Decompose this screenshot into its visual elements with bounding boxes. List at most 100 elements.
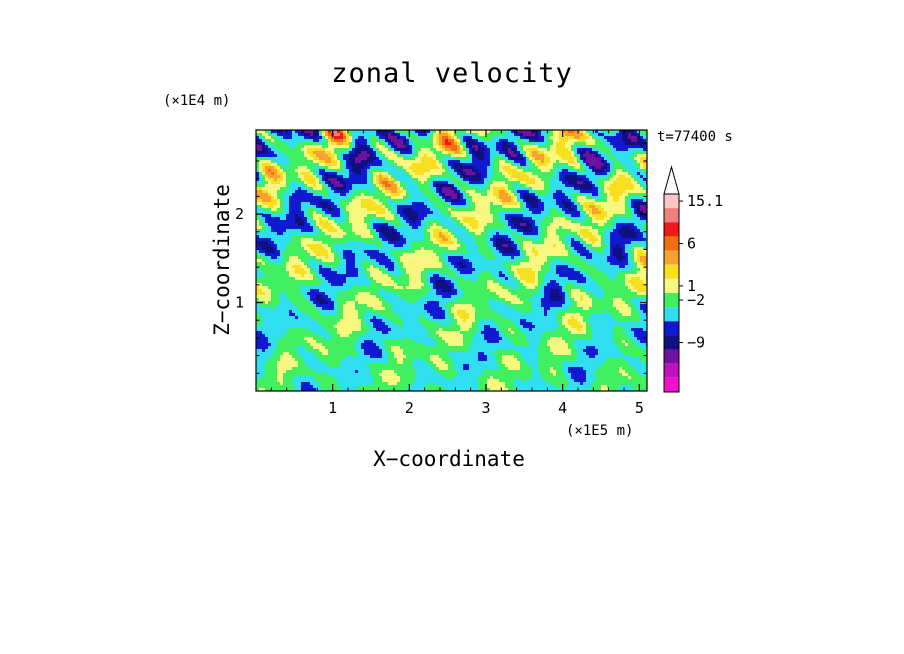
contour-cell [346,307,350,311]
contour-cell [277,196,281,200]
contour-cell [292,358,296,362]
contour-cell [340,187,344,191]
contour-cell [358,256,362,260]
contour-cell [421,217,425,221]
contour-cell [403,133,407,137]
contour-cell [274,250,278,254]
contour-cell [424,181,428,185]
contour-cell [328,283,332,287]
contour-cell [391,316,395,320]
contour-cell [412,169,416,173]
contour-cell [364,334,368,338]
contour-cell [349,172,353,176]
contour-cell [331,283,335,287]
contour-cell [268,148,272,152]
contour-cell [370,181,374,185]
contour-cell [421,241,425,245]
contour-cell [388,262,392,266]
contour-cell [310,367,314,371]
contour-cell [301,271,305,275]
contour-cell [328,307,332,311]
contour-cell [295,298,299,302]
contour-cell [319,301,323,305]
contour-cell [394,346,398,350]
contour-cell [421,358,425,362]
contour-cell [268,331,272,335]
contour-cell [409,187,413,191]
contour-cell [379,169,383,173]
contour-cell [298,379,302,383]
contour-cell [403,316,407,320]
contour-cell [412,172,416,176]
contour-cell [397,232,401,236]
contour-cell [355,370,359,374]
contour-cell [367,208,371,212]
contour-cell [307,328,311,332]
contour-cell [409,349,413,353]
contour-cell [283,301,287,305]
contour-cell [313,220,317,224]
contour-cell [406,352,410,356]
contour-cell [268,379,272,383]
contour-cell [337,301,341,305]
contour-cell [388,169,392,173]
contour-cell [418,262,422,266]
contour-cell [379,226,383,230]
contour-cell [295,292,299,296]
contour-cell [376,154,380,158]
contour-cell [400,364,404,368]
contour-cell [424,160,428,164]
contour-cell [343,304,347,308]
contour-cell [334,196,338,200]
contour-cell [262,262,266,266]
contour-cell [391,211,395,215]
contour-cell [406,133,410,137]
contour-cell [313,352,317,356]
contour-cell [325,328,329,332]
contour-cell [373,259,377,263]
contour-cell [382,208,386,212]
contour-cell [301,148,305,152]
contour-cell [388,193,392,197]
contour-cell [382,190,386,194]
contour-cell [340,259,344,263]
contour-cell [412,316,416,320]
contour-cell [331,139,335,143]
contour-cell [322,331,326,335]
contour-cell [292,184,296,188]
contour-cell [319,232,323,236]
contour-cell [340,220,344,224]
contour-cell [328,328,332,332]
contour-cell [298,130,302,134]
contour-cell [334,307,338,311]
contour-cell [403,385,407,389]
contour-cell [400,310,404,314]
contour-cell [259,148,263,152]
contour-cell [352,154,356,158]
contour-cell [274,295,278,299]
contour-cell [322,259,326,263]
contour-cell [322,169,326,173]
contour-cell [406,142,410,146]
contour-cell [376,304,380,308]
contour-cell [424,253,428,257]
contour-cell [355,184,359,188]
contour-cell [421,364,425,368]
contour-cell [262,373,266,377]
contour-cell [259,283,263,287]
contour-cell [358,307,362,311]
contour-cell [403,187,407,191]
contour-cell [346,220,350,224]
contour-cell [304,322,308,326]
contour-cell [343,157,347,161]
contour-cell [277,172,281,176]
contour-cell [391,373,395,377]
contour-cell [385,301,389,305]
contour-cell [283,343,287,347]
contour-cell [400,274,404,278]
contour-cell [409,229,413,233]
contour-cell [403,151,407,155]
contour-cell [301,274,305,278]
contour-cell [346,319,350,323]
contour-cell [301,319,305,323]
